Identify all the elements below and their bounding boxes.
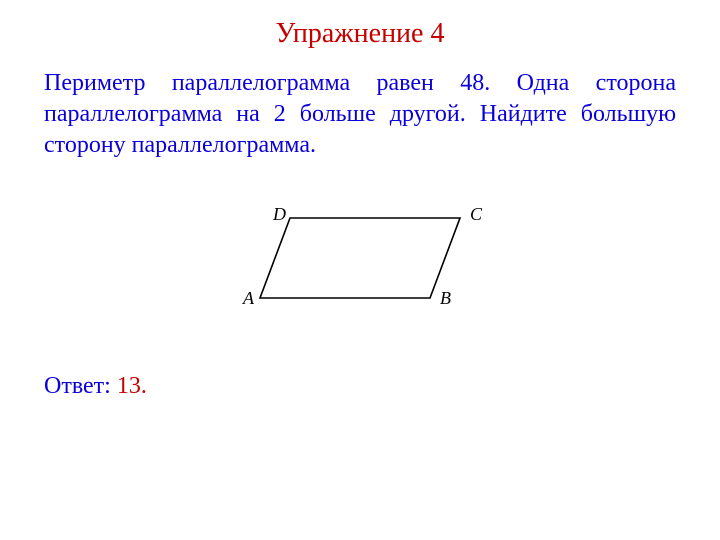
parallelogram-svg: A B C D bbox=[230, 198, 490, 328]
vertex-label-a: A bbox=[242, 288, 255, 308]
vertex-label-b: B bbox=[440, 288, 451, 308]
answer-value: 13. bbox=[117, 373, 147, 399]
problem-text: Периметр параллелограмма равен 48. Одна … bbox=[44, 70, 676, 158]
vertex-label-d: D bbox=[272, 204, 286, 224]
vertex-label-c: C bbox=[470, 204, 483, 224]
answer-label: Ответ: bbox=[44, 373, 111, 399]
exercise-title-text: Упражнение 4 bbox=[276, 18, 445, 49]
figure-container: A B C D bbox=[0, 198, 720, 333]
parallelogram-figure: A B C D bbox=[230, 198, 490, 328]
parallelogram-shape bbox=[260, 218, 460, 298]
problem-statement: Периметр параллелограмма равен 48. Одна … bbox=[0, 60, 720, 162]
answer-line: Ответ: 13. bbox=[0, 333, 720, 400]
exercise-title: Упражнение 4 bbox=[0, 0, 720, 60]
